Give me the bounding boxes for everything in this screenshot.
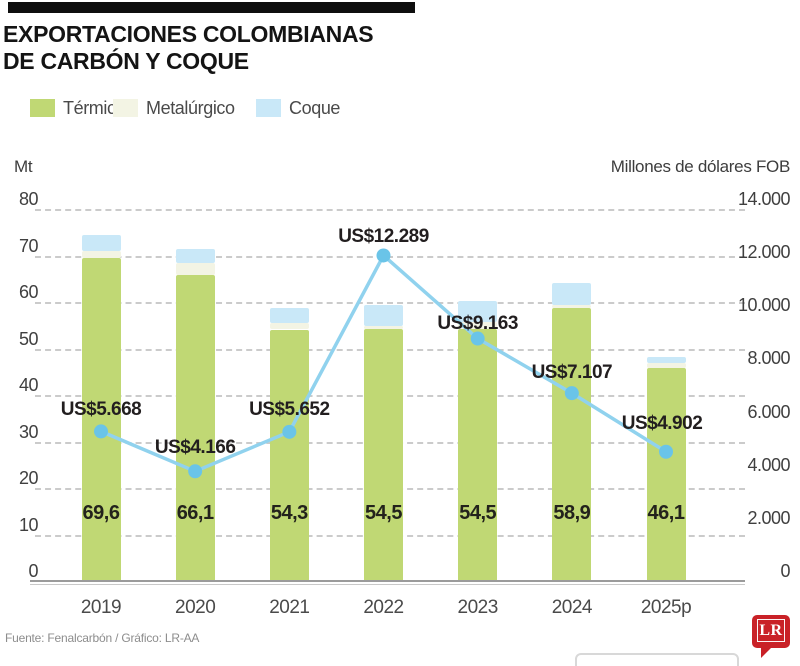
right-axis-tick-12000: 12.000 (737, 242, 791, 263)
x-axis-label-2019: 2019 (80, 597, 122, 618)
gridline-80 (35, 209, 745, 211)
gridline-60 (35, 302, 745, 304)
usd-value-label-2019: US$5.668 (60, 399, 142, 421)
left-axis-tick-30: 30 (18, 421, 39, 442)
lr-logo-frame: LR (757, 619, 785, 642)
left-axis-tick-60: 60 (18, 282, 39, 302)
bar-value-label-2021: 54,3 (270, 502, 308, 524)
lr-logo: LR (752, 615, 792, 659)
bar-value-label-2022: 54,5 (365, 502, 402, 524)
x-axis-baseline (30, 580, 745, 582)
bar-value-label-2025p: 46,1 (647, 502, 685, 524)
bar-2020-térmico (175, 274, 215, 582)
legend-label-metalurgico: Metalúrgico (146, 97, 235, 118)
right-axis-tick-10000: 10.000 (737, 295, 791, 316)
legend-item-termico: Térmico (30, 96, 126, 120)
right-axis-tick-2000: 2.000 (747, 507, 790, 528)
bar-2021-térmico (269, 329, 309, 582)
page-title-line2: DE CARBÓN Y COQUE (3, 48, 249, 74)
bar-2021-coque (269, 308, 309, 324)
page-title: EXPORTACIONES COLOMBIANAS DE CARBÓN Y CO… (3, 21, 374, 75)
legend-swatch-termico (30, 99, 55, 117)
legend-label-termico: Térmico (63, 97, 126, 118)
x-axis-label-2023: 2023 (457, 597, 499, 618)
x-axis-label-2021: 2021 (269, 597, 310, 618)
bar-2024-coque (552, 282, 592, 305)
bar-2022-térmico (364, 328, 403, 582)
legend-swatch-coque (256, 99, 281, 117)
gridline-70 (35, 255, 745, 258)
left-axis-tick-50: 50 (18, 328, 39, 349)
source-credit: Fuente: Fenalcarbón / Gráfico: LR-AA (5, 631, 200, 645)
left-axis-tick-0: 0 (28, 561, 38, 581)
left-axis-tick-20: 20 (18, 468, 39, 488)
right-axis-tick-6000: 6.000 (747, 401, 790, 422)
bar-2024-metalúrgico (552, 304, 592, 309)
usd-value-label-2021: US$5.652 (249, 398, 330, 420)
left-axis-tick-10: 10 (18, 514, 39, 535)
bar-2025p-coque (646, 357, 686, 363)
right-axis-tick-14000: 14.000 (737, 189, 791, 209)
left-axis-unit: Mt (14, 157, 33, 176)
right-axis-tick-8000: 8.000 (747, 348, 790, 369)
usd-value-label-2024: US$7.107 (531, 362, 613, 384)
bar-value-label-2019: 69,6 (82, 502, 120, 524)
right-axis-unit: Millones de dólares FOB (610, 157, 791, 176)
usd-value-label-2022: US$12.289 (338, 226, 429, 248)
left-axis-tick-70: 70 (18, 235, 39, 256)
bar-2021-metalúrgico (269, 323, 309, 330)
right-axis-tick-0: 0 (780, 561, 790, 581)
usd-value-label-2020: US$4.166 (154, 437, 236, 459)
bar-2019-metalúrgico (81, 251, 121, 259)
page-title-line1: EXPORTACIONES COLOMBIANAS (3, 21, 374, 47)
usd-value-label-2025p: US$4.902 (621, 412, 703, 434)
bar-2019-coque (81, 235, 121, 252)
lr-logo-bubble: LR (752, 615, 790, 648)
bar-value-label-2024: 58,9 (553, 502, 591, 524)
legend-item-metalurgico: Metalúrgico (113, 96, 235, 120)
x-axis-baseline-shadow (30, 584, 745, 585)
bar-2022-metalúrgico (364, 326, 403, 329)
legend: Térmico Metalúrgico Coque (0, 96, 800, 122)
legend-swatch-metalurgico (113, 99, 138, 117)
bar-2022-coque (364, 305, 403, 327)
left-axis-tick-40: 40 (18, 375, 39, 395)
bar-value-label-2020: 66,1 (176, 502, 214, 524)
lr-logo-letters: LR (759, 621, 783, 639)
usd-value-label-2023: US$9.163 (437, 312, 518, 334)
partial-bottom-box (575, 653, 739, 666)
x-axis-label-2022: 2022 (363, 597, 404, 618)
x-axis-label-2024: 2024 (551, 597, 593, 618)
bar-2020-metalúrgico (175, 263, 215, 275)
lr-logo-tail (761, 647, 772, 658)
bar-value-label-2023: 54,5 (459, 502, 497, 524)
x-axis-label-2025p: 2025p (640, 597, 692, 618)
top-black-bar (8, 2, 415, 13)
bar-2020-coque (175, 249, 215, 263)
left-axis-tick-80: 80 (18, 189, 39, 209)
right-axis-tick-4000: 4.000 (747, 454, 790, 475)
bar-2024-térmico (552, 308, 592, 582)
bar-2023-térmico (458, 328, 498, 582)
legend-label-coque: Coque (289, 97, 341, 118)
x-axis-label-2020: 2020 (175, 597, 216, 618)
bar-2025p-metalúrgico (646, 362, 686, 368)
bar-2025p-térmico (646, 367, 686, 582)
legend-item-coque: Coque (256, 96, 340, 120)
